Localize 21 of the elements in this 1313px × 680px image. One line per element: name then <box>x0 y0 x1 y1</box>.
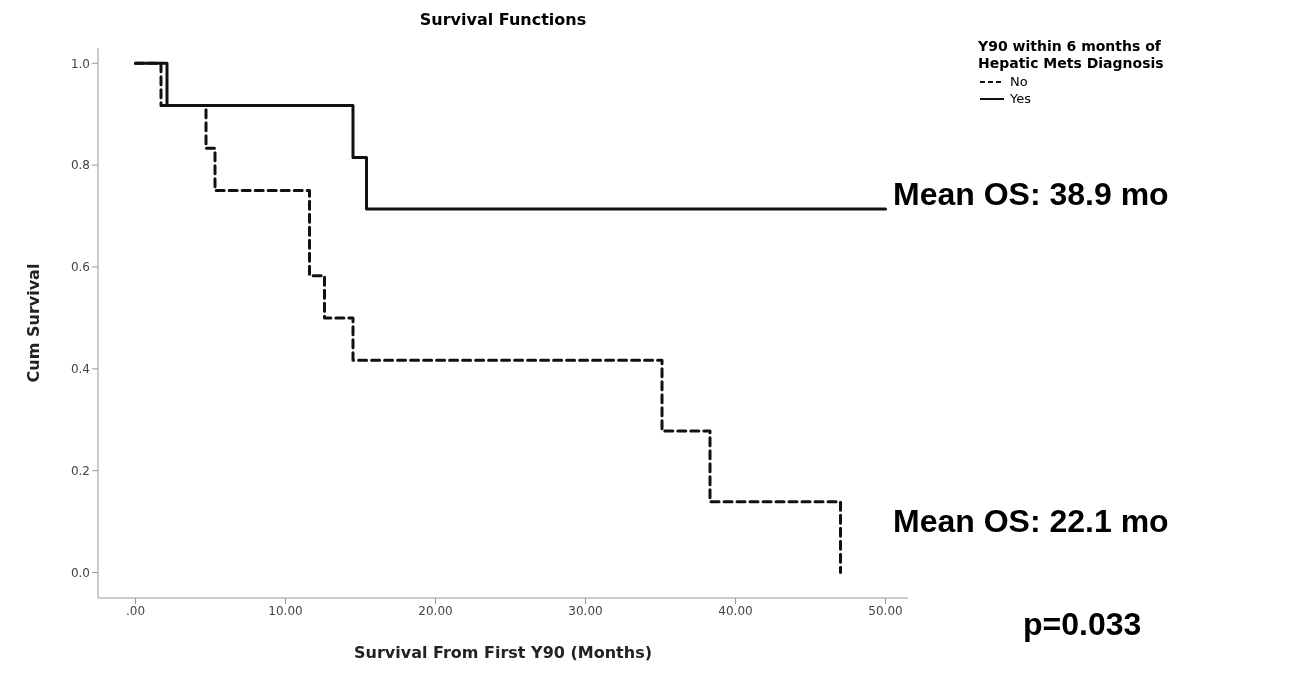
y-tick-label: 0.4 <box>70 362 90 377</box>
y-tick-label: 0.0 <box>70 565 90 580</box>
x-tick-label: .00 <box>125 603 146 618</box>
legend-label: No <box>1010 74 1028 89</box>
y-tick-label: 0.2 <box>70 463 90 478</box>
legend-title: Y90 within 6 months of Hepatic Mets Diagnosis <box>978 38 1165 72</box>
x-tick-label: 10.00 <box>268 603 303 618</box>
legend-label: Yes <box>1010 91 1031 106</box>
x-tick-label: 40.00 <box>718 603 753 618</box>
y-tick-label: 1.0 <box>70 56 90 71</box>
y-tick-label: 0.6 <box>70 260 90 275</box>
x-tick-label: 30.00 <box>568 603 603 618</box>
chart-title: Survival Functions <box>418 10 588 29</box>
y-axis-title: Cum Survival <box>23 263 43 383</box>
x-axis-title: Survival From First Y90 (Months) <box>354 643 652 662</box>
y-tick-label: 0.8 <box>70 158 90 173</box>
x-tick-label: 20.00 <box>418 603 453 618</box>
annotation: Mean OS: 22.1 mo <box>893 503 1169 540</box>
annotation: Mean OS: 38.9 mo <box>893 176 1169 213</box>
x-tick-label: 50.00 <box>868 603 903 618</box>
text: p=0.033 <box>1023 606 1142 643</box>
